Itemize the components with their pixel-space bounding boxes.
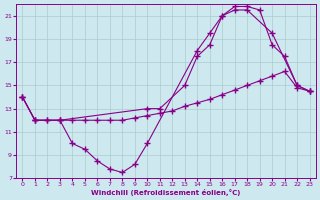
X-axis label: Windchill (Refroidissement éolien,°C): Windchill (Refroidissement éolien,°C) xyxy=(91,189,241,196)
